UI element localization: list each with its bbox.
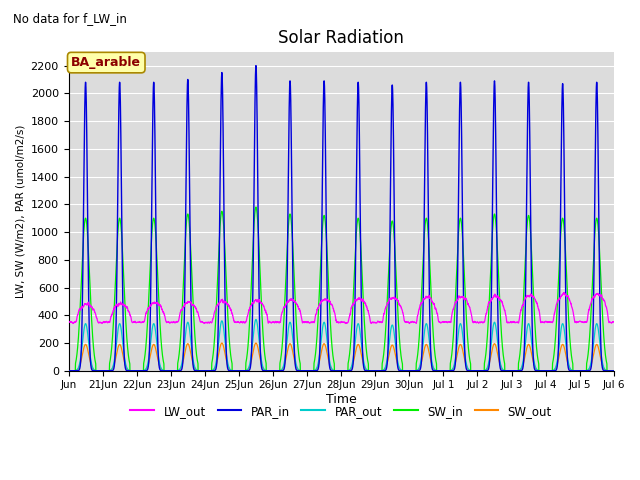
X-axis label: Time: Time (326, 393, 356, 406)
Y-axis label: LW, SW (W/m2), PAR (umol/m2/s): LW, SW (W/m2), PAR (umol/m2/s) (15, 125, 25, 298)
Text: No data for f_LW_in: No data for f_LW_in (13, 12, 127, 25)
Text: BA_arable: BA_arable (71, 56, 141, 69)
Title: Solar Radiation: Solar Radiation (278, 29, 404, 48)
Legend: LW_out, PAR_in, PAR_out, SW_in, SW_out: LW_out, PAR_in, PAR_out, SW_in, SW_out (125, 400, 557, 422)
